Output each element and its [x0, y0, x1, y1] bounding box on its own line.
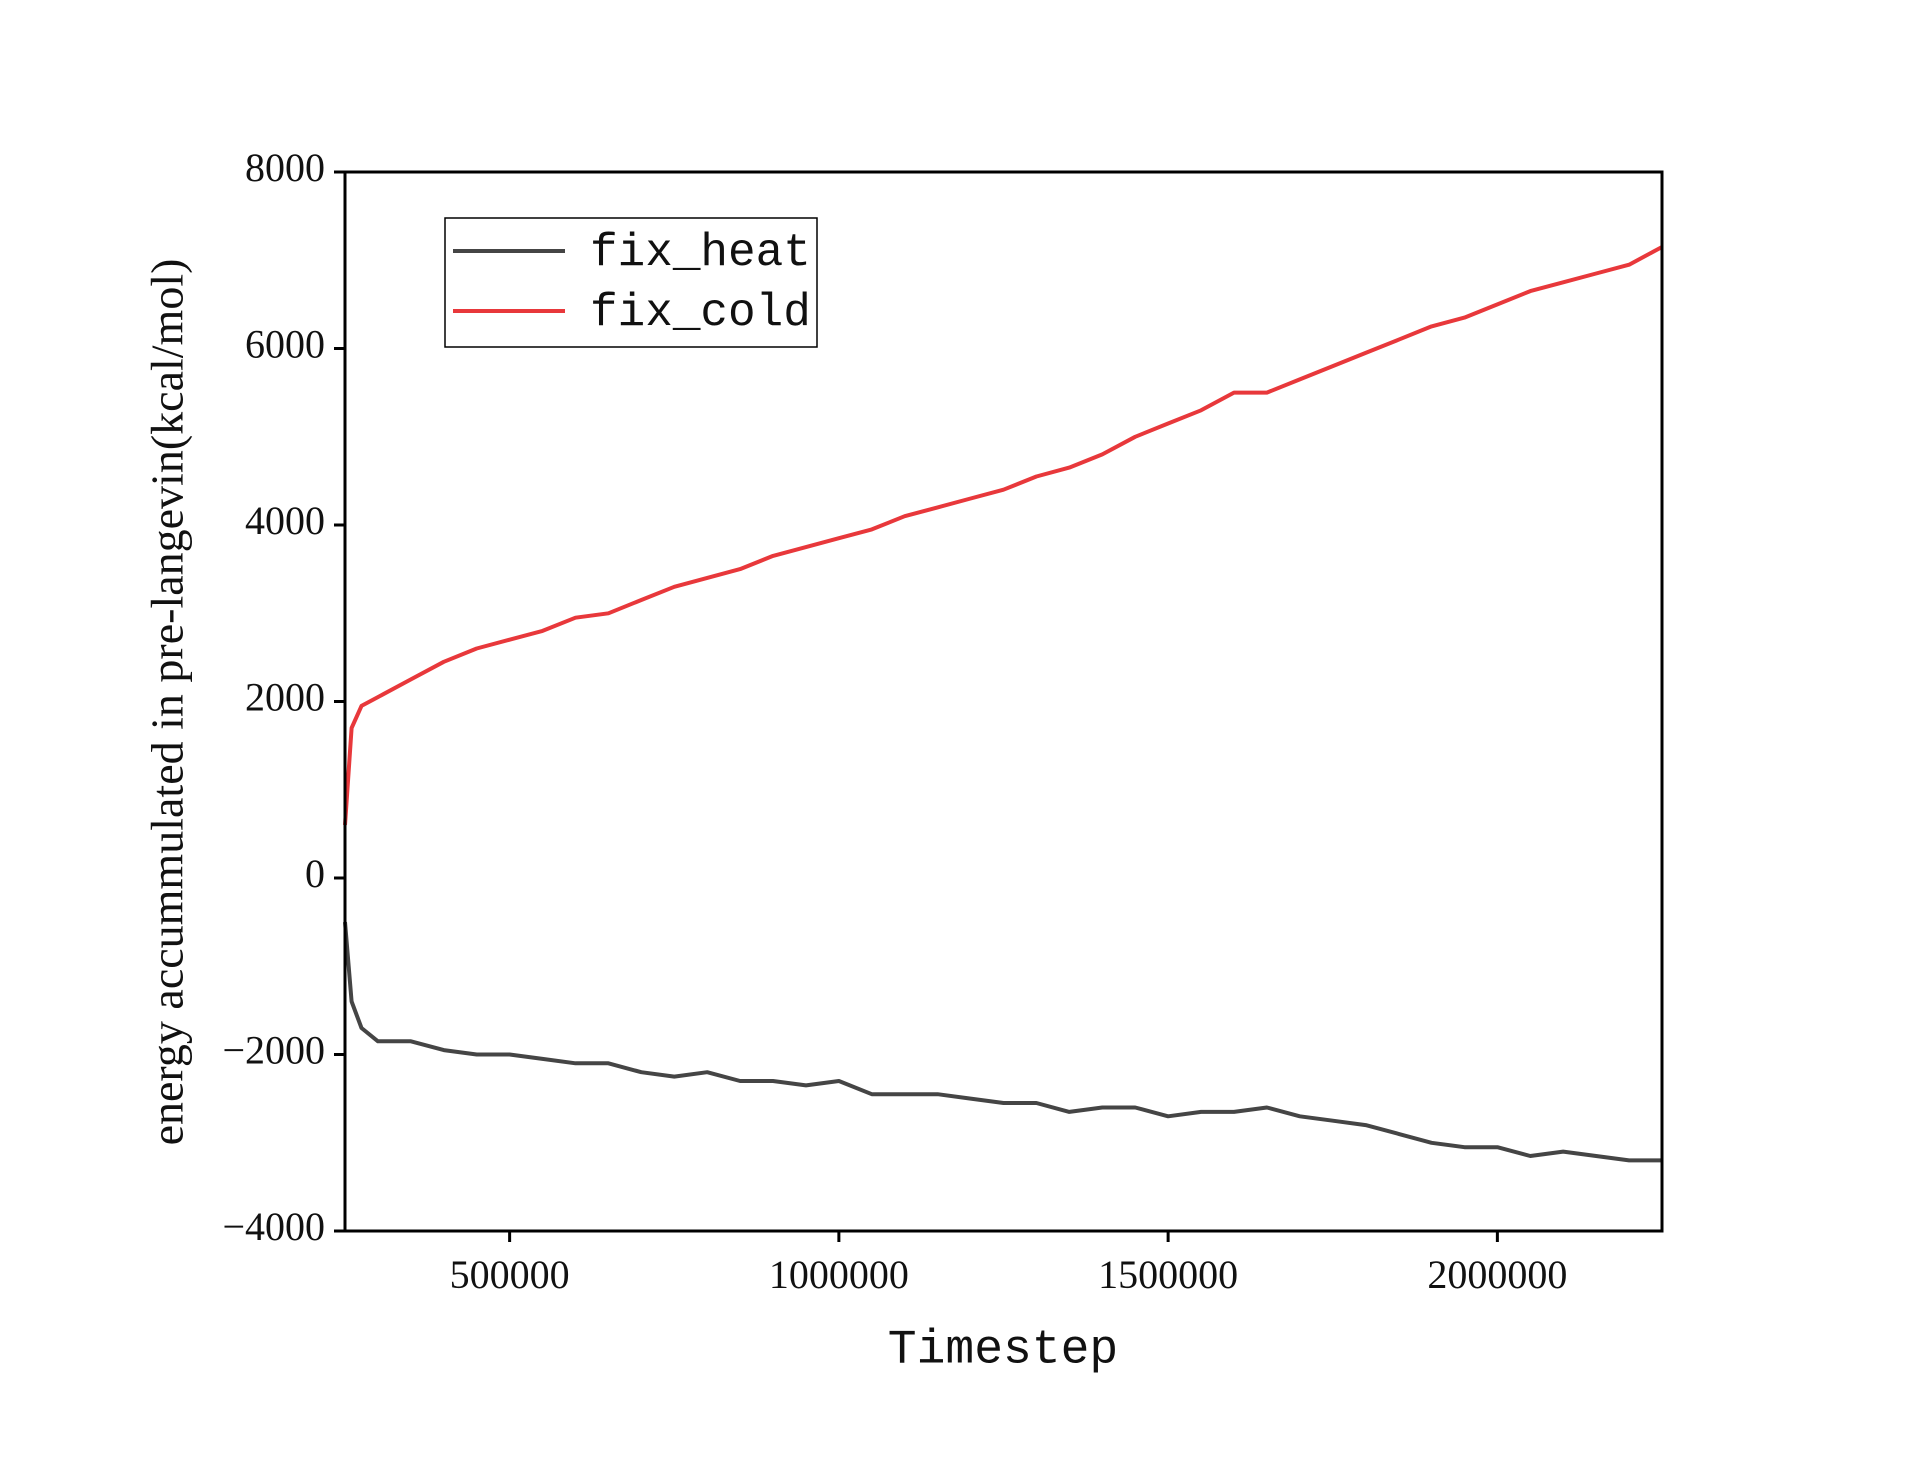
y-tick-label: 0	[305, 851, 325, 896]
x-tick-label: 2000000	[1427, 1252, 1567, 1297]
legend-box	[444, 217, 818, 348]
y-tick-label: 2000	[245, 675, 325, 720]
y-tick-label: −2000	[222, 1028, 325, 1073]
series-line	[343, 245, 1663, 826]
legend-label: fix_heat	[590, 227, 811, 279]
y-tick-label: 8000	[245, 145, 325, 190]
x-tick-label: 1500000	[1098, 1252, 1238, 1297]
y-tick-label: 4000	[245, 498, 325, 543]
legend-label: fix_cold	[590, 287, 811, 339]
y-axis-label: energy accummulated in pre-langevin(kcal…	[142, 259, 193, 1146]
x-axis-label: Timestep	[888, 1324, 1118, 1378]
series-line	[343, 921, 1662, 1163]
plot-frame	[343, 170, 1664, 1233]
x-tick-label: 1000000	[769, 1252, 909, 1297]
y-tick-label: −4000	[222, 1204, 325, 1249]
x-tick-label: 500000	[450, 1252, 570, 1297]
y-tick-label: 6000	[245, 322, 325, 367]
